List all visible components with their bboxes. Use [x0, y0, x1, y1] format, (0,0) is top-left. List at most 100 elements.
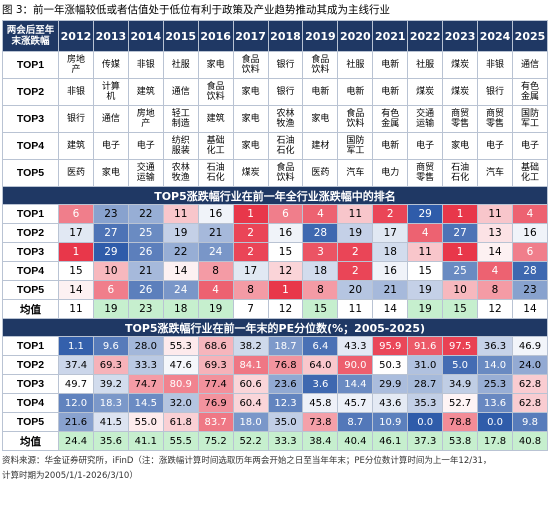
pe-cell: 78.8	[442, 412, 479, 432]
pe-mean-cell: 37.3	[407, 431, 444, 451]
industry-cell: 石油石化	[267, 132, 304, 160]
rank-cell: 6	[58, 204, 94, 224]
rank-cell: 4	[477, 261, 513, 281]
year-header: 2025	[511, 20, 549, 52]
pe-cell: 10.9	[372, 412, 409, 432]
mean-row: 均值 24.4 35.6 41.1 55.5 75.2 52.2 33.3 38.4 40.4 46…	[2, 431, 549, 451]
rank-cell: 8	[232, 280, 269, 300]
rank-cell: 19	[407, 280, 444, 300]
pe-cell: 29.9	[372, 374, 409, 394]
industry-cell: 家电	[92, 159, 129, 187]
industry-name: 电子	[486, 141, 505, 151]
pe-cell: 23.6	[267, 374, 304, 394]
row-label: TOP3	[2, 242, 59, 262]
rank-cell: 2	[232, 242, 269, 262]
rank-mean-cell: 15	[442, 299, 479, 319]
industry-name: 家电	[206, 60, 225, 70]
rank-cell: 16	[197, 204, 234, 224]
industry-name: 煤炭	[416, 87, 435, 97]
industry-cell: 轻工制造	[162, 105, 199, 133]
industry-name: 石油石化	[206, 163, 225, 183]
industry-name: 纺织服装	[171, 136, 190, 156]
row-label: 均值	[2, 431, 59, 451]
industry-name: 银行	[276, 87, 295, 97]
pe-cell: 6.4	[302, 336, 339, 356]
row-label: TOP5	[2, 159, 59, 187]
year-header: 2019	[302, 20, 339, 52]
industry-cell: 通信	[162, 78, 199, 106]
industry-name: 商贸零售	[416, 163, 435, 183]
rank-cell: 13	[477, 223, 513, 243]
year-header: 2016	[197, 20, 234, 52]
rank-cell: 17	[58, 223, 94, 243]
pe-cell: 45.8	[302, 393, 339, 413]
industry-cell: 汽车	[337, 159, 374, 187]
industry-cell: 商贸零售	[477, 105, 513, 133]
industry-cell: 电子	[407, 132, 444, 160]
rank-cell: 27	[92, 223, 129, 243]
industry-name: 石油石化	[451, 163, 470, 183]
industry-cell: 电新	[372, 78, 409, 106]
industry-name: 基础化工	[206, 136, 225, 156]
industry-cell: 食品饮料	[302, 51, 339, 79]
rank-cell: 4	[511, 204, 549, 224]
industry-cell: 建材	[302, 132, 339, 160]
industry-name: 银行	[276, 60, 295, 70]
rank-cell: 18	[372, 242, 409, 262]
pe-mean-cell: 75.2	[197, 431, 234, 451]
year-header: 2012	[58, 20, 94, 52]
rank-cell: 1	[232, 204, 269, 224]
rank-mean-cell: 14	[511, 299, 549, 319]
pe-mean-cell: 41.1	[127, 431, 164, 451]
pe-cell: 12.3	[267, 393, 304, 413]
pe-cell: 83.7	[197, 412, 234, 432]
rank-cell: 1	[267, 280, 304, 300]
industry-name: 家电	[241, 114, 260, 124]
industry-name: 通信	[171, 87, 190, 97]
row-label: TOP4	[2, 261, 59, 281]
rank-mean-cell: 12	[477, 299, 513, 319]
table-row: TOP3 银行 通信 房地产 轻工制造 建筑 家电 农林牧渔 家电 食品饮料 有色金属 交通运输 商贸零…	[2, 105, 549, 133]
row-label: TOP3	[2, 374, 59, 394]
pe-mean-cell: 24.4	[58, 431, 94, 451]
industry-name: 汽车	[486, 168, 505, 178]
industry-name: 医药	[311, 168, 330, 178]
rank-cell: 28	[302, 223, 339, 243]
industry-cell: 通信	[511, 51, 549, 79]
industry-name: 食品饮料	[206, 82, 225, 102]
industry-name: 通信	[101, 114, 120, 124]
pe-cell: 91.6	[407, 336, 444, 356]
industry-cell: 家电	[302, 105, 339, 133]
industry-cell: 房地产	[58, 51, 94, 79]
pe-mean-cell: 53.8	[442, 431, 479, 451]
rank-cell: 10	[92, 261, 129, 281]
rank-cell: 24	[162, 280, 199, 300]
row-label: TOP4	[2, 132, 59, 160]
row-label: TOP3	[2, 105, 59, 133]
pe-cell: 28.7	[407, 374, 444, 394]
industry-cell: 农林牧渔	[267, 105, 304, 133]
industry-cell: 银行	[477, 78, 513, 106]
pe-cell: 76.8	[267, 355, 304, 375]
industry-name: 食品饮料	[346, 109, 365, 129]
industry-cell: 计算机	[92, 78, 129, 106]
pe-cell: 69.3	[197, 355, 234, 375]
table-row: TOP5 医药 家电 交通运输 农林牧渔 石油石化 煤炭 食品饮料 医药 汽车 电力 商贸零售 石油石化…	[2, 159, 549, 187]
pe-cell: 43.3	[337, 336, 374, 356]
footnote-line-2: 计算时期为2005/1/1-2026/3/10）	[2, 471, 138, 481]
industry-name: 非银	[66, 87, 85, 97]
row-label: TOP2	[2, 223, 59, 243]
row-label: TOP1	[2, 204, 59, 224]
rank-cell: 23	[92, 204, 129, 224]
industry-cell: 建筑	[58, 132, 94, 160]
rank-cell: 2	[372, 204, 409, 224]
industry-cell: 非银	[127, 51, 164, 79]
rank-mean-cell: 12	[267, 299, 304, 319]
year-header: 2023	[442, 20, 479, 52]
pe-cell: 50.3	[372, 355, 409, 375]
rank-cell: 2	[337, 242, 374, 262]
industry-name: 石油石化	[276, 136, 295, 156]
pe-cell: 64.0	[302, 355, 339, 375]
industry-name: 农林牧渔	[276, 109, 295, 129]
industry-name: 电新	[381, 141, 400, 151]
